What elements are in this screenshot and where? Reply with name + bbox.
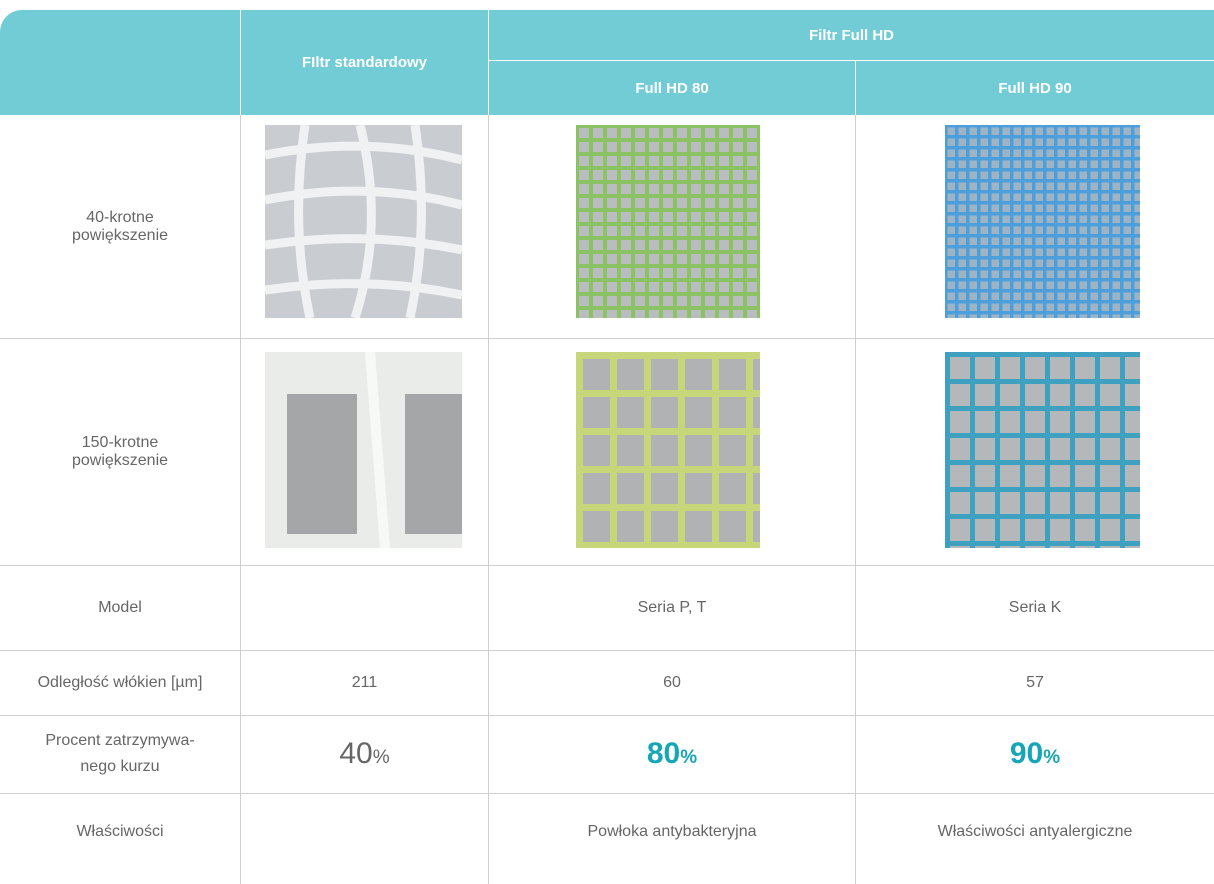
row-line bbox=[0, 650, 1214, 651]
cell-text: Seria P, T bbox=[637, 598, 707, 616]
row-label: Odległość włókien [µm] bbox=[0, 650, 240, 715]
row-label: 40-krotne powiększenie bbox=[0, 115, 240, 338]
label-line: powiększenie bbox=[71, 451, 169, 469]
cell-text: Powłoka antybakteryjna bbox=[587, 822, 757, 840]
mesh-image bbox=[945, 125, 1140, 318]
label-line: 40-krotne bbox=[86, 208, 154, 226]
label-line: Model bbox=[98, 598, 142, 616]
header-cell: FIltr standardowy bbox=[241, 10, 488, 115]
divider bbox=[855, 115, 856, 884]
row-line bbox=[0, 715, 1214, 716]
cell-text: 57 bbox=[1026, 673, 1044, 691]
percent-unit: % bbox=[372, 747, 390, 768]
mesh-image bbox=[945, 352, 1140, 548]
cell-text: Seria K bbox=[1008, 598, 1062, 616]
percent: 90% bbox=[1010, 737, 1060, 771]
divider bbox=[488, 115, 489, 884]
mesh-image bbox=[576, 125, 760, 318]
percent-unit: % bbox=[1043, 747, 1061, 768]
percent: 40% bbox=[339, 737, 389, 771]
cell: 211 bbox=[241, 650, 488, 715]
divider bbox=[855, 60, 856, 115]
row-line bbox=[0, 338, 1214, 339]
label-line: Odległość włókien [µm] bbox=[37, 673, 203, 691]
header-corner bbox=[0, 10, 240, 115]
label-line: powiększenie bbox=[71, 226, 169, 244]
row-label: Model bbox=[0, 565, 240, 650]
row-line bbox=[0, 565, 1214, 566]
header-cell: Full HD 90 bbox=[856, 61, 1214, 115]
row-line bbox=[0, 793, 1214, 794]
cell: Powłoka antybakteryjna bbox=[489, 793, 855, 870]
cell-text: 60 bbox=[663, 673, 681, 691]
percent-value: 90 bbox=[1009, 737, 1044, 770]
cell: 60 bbox=[489, 650, 855, 715]
cell-text: Właściwości antyalergiczne bbox=[937, 822, 1133, 840]
header-cell: Filtr Full HD bbox=[489, 10, 1214, 60]
cell: 40% bbox=[241, 715, 488, 793]
cell: 90% bbox=[856, 715, 1214, 793]
mesh-image bbox=[265, 125, 462, 318]
header-text: Filtr Full HD bbox=[809, 26, 894, 44]
cell: Właściwości antyalergiczne bbox=[856, 793, 1214, 870]
header-divider bbox=[489, 60, 1214, 61]
mesh-image bbox=[576, 352, 760, 548]
percent-value: 80 bbox=[646, 737, 681, 770]
header-text: Full HD 80 bbox=[635, 79, 709, 97]
row-label: Procent zatrzymywa-nego kurzu bbox=[0, 715, 240, 793]
cell: Seria K bbox=[856, 565, 1214, 650]
cell: 57 bbox=[856, 650, 1214, 715]
label-line: 150-krotne bbox=[81, 433, 159, 451]
cell: Seria P, T bbox=[489, 565, 855, 650]
label-line: nego kurzu bbox=[80, 758, 160, 775]
header-text: FIltr standardowy bbox=[301, 54, 428, 71]
label-line: Procent zatrzymywa- bbox=[45, 732, 195, 749]
cell-text: 211 bbox=[351, 673, 378, 691]
header-text: Full HD 90 bbox=[998, 79, 1072, 97]
divider bbox=[240, 115, 241, 884]
row-label: 150-krotne powiększenie bbox=[0, 338, 240, 565]
cell: 80% bbox=[489, 715, 855, 793]
row-label: Właściwości bbox=[0, 793, 240, 870]
percent-unit: % bbox=[680, 747, 698, 768]
percent-value: 40 bbox=[339, 737, 373, 770]
label-line: Właściwości bbox=[76, 822, 164, 840]
percent: 80% bbox=[647, 737, 697, 771]
mesh-image bbox=[265, 352, 462, 548]
header-cell: Full HD 80 bbox=[489, 61, 855, 115]
